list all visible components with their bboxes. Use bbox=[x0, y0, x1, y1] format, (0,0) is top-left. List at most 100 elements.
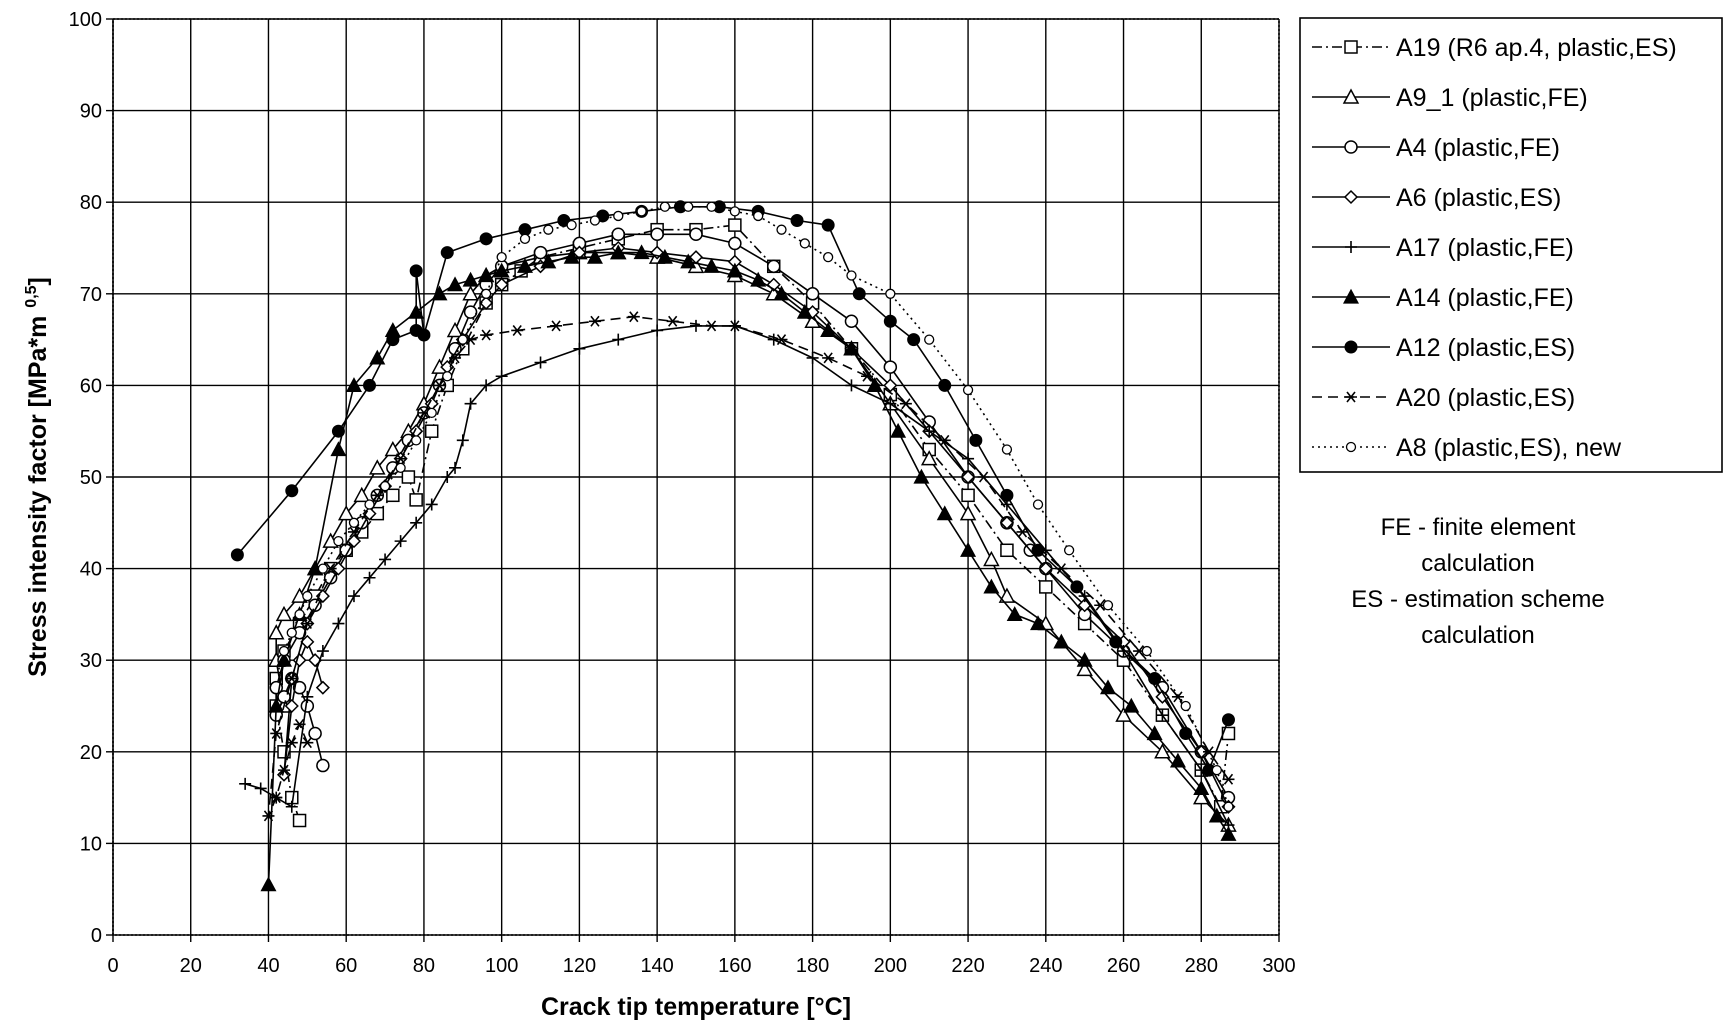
data-point bbox=[230, 548, 244, 562]
data-point bbox=[633, 244, 650, 260]
legend-marker bbox=[1345, 241, 1357, 253]
data-point bbox=[315, 680, 330, 695]
series-line bbox=[275, 233, 1230, 799]
data-point bbox=[680, 253, 697, 269]
data-point bbox=[822, 252, 834, 263]
data-point bbox=[293, 718, 306, 730]
data-point bbox=[379, 481, 391, 492]
legend-marker bbox=[1345, 391, 1357, 403]
data-point bbox=[1031, 543, 1045, 557]
data-point bbox=[1063, 545, 1075, 556]
data-point bbox=[636, 206, 647, 217]
data-point bbox=[690, 319, 702, 332]
data-point bbox=[262, 810, 275, 822]
data-point bbox=[333, 535, 344, 547]
legend-box bbox=[1299, 17, 1723, 473]
data-point bbox=[1117, 645, 1130, 658]
x-tick-label: 240 bbox=[1029, 955, 1062, 977]
data-point bbox=[353, 486, 371, 503]
data-point bbox=[703, 258, 720, 273]
data-point bbox=[425, 498, 438, 511]
data-point bbox=[1179, 726, 1193, 740]
data-point bbox=[1220, 825, 1237, 841]
data-point bbox=[821, 218, 835, 232]
data-point bbox=[883, 378, 898, 393]
legend: A19 (R6 ap.4, plastic,ES) A9_1 (plastic,F… bbox=[1299, 17, 1723, 473]
y-tick-labels: 0 10 20 30 40 50 60 70 80 90 100 bbox=[69, 9, 102, 947]
data-point bbox=[1076, 660, 1093, 677]
data-point bbox=[534, 356, 547, 369]
y-tick-label: 60 bbox=[80, 375, 102, 397]
abbreviation-notes: FE - finite element calculation ES - est… bbox=[1351, 514, 1604, 649]
data-point bbox=[363, 571, 376, 584]
data-point bbox=[1076, 651, 1093, 667]
data-point bbox=[1032, 499, 1044, 510]
data-point bbox=[254, 782, 267, 795]
legend-entry: A12 (plastic,ES) bbox=[1312, 334, 1575, 362]
legend-label: A8 (plastic,ES), new bbox=[1396, 434, 1622, 462]
legend-marker bbox=[1342, 288, 1360, 304]
tick-marks bbox=[106, 18, 1280, 942]
data-point bbox=[285, 800, 298, 813]
legend-label: A12 (plastic,ES) bbox=[1396, 334, 1575, 362]
legend-entry: A9_1 (plastic,FE) bbox=[1312, 84, 1588, 112]
data-point bbox=[478, 267, 495, 283]
x-tick-label: 60 bbox=[335, 955, 357, 977]
data-point bbox=[822, 352, 835, 364]
data-point bbox=[651, 324, 664, 337]
y-tick-label: 30 bbox=[80, 650, 102, 672]
legend-entry: A19 (R6 ap.4, plastic,ES) bbox=[1312, 34, 1677, 62]
data-point bbox=[494, 277, 509, 292]
data-point bbox=[750, 271, 767, 287]
data-point bbox=[913, 468, 930, 484]
legend-marker bbox=[1345, 441, 1357, 453]
x-tick-label: 160 bbox=[718, 955, 751, 977]
data-point bbox=[650, 227, 664, 242]
data-point bbox=[806, 351, 819, 364]
data-point bbox=[726, 262, 743, 278]
note-fe-line2: calculation bbox=[1421, 550, 1534, 577]
y-axis-title: Stress intensity factor [MPa*m 0,5] bbox=[23, 277, 52, 677]
data-point bbox=[424, 424, 439, 438]
data-point bbox=[907, 333, 921, 347]
x-tick-labels: 0 20 40 60 80 100 120 140 160 180 200 220 240 260 280 3… bbox=[107, 955, 1295, 977]
data-point bbox=[1001, 444, 1013, 455]
legend-label: A14 (plastic,FE) bbox=[1396, 284, 1574, 312]
data-point bbox=[308, 726, 322, 741]
data-point bbox=[456, 434, 469, 447]
data-point bbox=[899, 398, 912, 410]
x-tick-label: 300 bbox=[1262, 955, 1295, 977]
data-point bbox=[386, 488, 400, 503]
legend-entry: A4 (plastic,FE) bbox=[1312, 134, 1560, 162]
data-point bbox=[519, 233, 531, 244]
data-point bbox=[1208, 807, 1225, 823]
data-point bbox=[270, 792, 283, 804]
data-point bbox=[563, 248, 580, 264]
data-point bbox=[998, 587, 1016, 603]
data-point bbox=[1053, 633, 1070, 649]
data-point bbox=[457, 334, 468, 345]
data-point bbox=[292, 813, 307, 828]
data-point bbox=[511, 324, 524, 336]
data-point bbox=[462, 271, 479, 287]
legend-entry: A6 (plastic,ES) bbox=[1312, 184, 1561, 212]
data-point bbox=[447, 276, 464, 292]
x-tick-label: 220 bbox=[951, 955, 984, 977]
data-point bbox=[1070, 580, 1084, 594]
data-point bbox=[790, 214, 804, 228]
data-point bbox=[706, 201, 717, 212]
data-point bbox=[1155, 689, 1170, 704]
data-point bbox=[449, 461, 462, 474]
data-point bbox=[493, 262, 510, 278]
y-tick-label: 10 bbox=[80, 833, 102, 855]
data-point bbox=[920, 450, 938, 466]
legend-marker bbox=[1344, 140, 1358, 154]
legend-entry: A17 (plastic,FE) bbox=[1312, 234, 1574, 262]
data-point bbox=[883, 314, 897, 328]
y-axis-title-main: Stress intensity factor [MPa*m bbox=[24, 316, 52, 677]
data-point bbox=[276, 651, 293, 667]
data-point bbox=[433, 379, 446, 391]
data-point bbox=[936, 505, 953, 521]
y-tick-label: 70 bbox=[80, 284, 102, 306]
data-point bbox=[345, 377, 362, 392]
